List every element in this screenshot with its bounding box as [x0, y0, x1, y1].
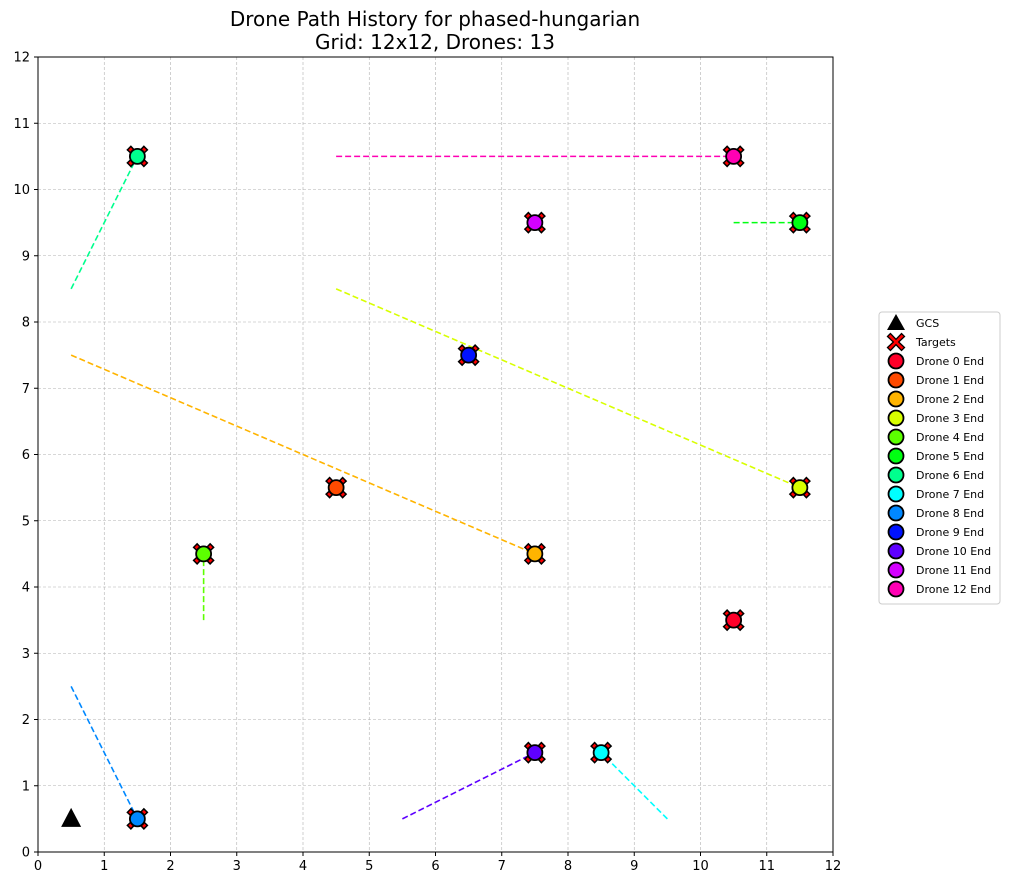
- legend-drone-marker: [887, 352, 905, 370]
- legend-label-drone: Drone 9 End: [916, 526, 984, 539]
- legend-drone-marker: [887, 390, 905, 408]
- gcs-marker: [61, 807, 82, 827]
- x-tick-label: 2: [166, 859, 174, 874]
- y-tick-label: 7: [22, 382, 30, 397]
- legend-label-drone: Drone 3 End: [916, 412, 984, 425]
- x-tick-label: 3: [233, 859, 241, 874]
- drone-path-line: [402, 751, 536, 820]
- legend-label-drone: Drone 11 End: [916, 564, 991, 577]
- drone-end-marker: [128, 810, 146, 828]
- y-tick-label: 8: [22, 316, 30, 331]
- y-tick-label: 0: [22, 846, 30, 861]
- legend-drone-marker: [887, 542, 905, 560]
- legend-drone-marker: [887, 371, 905, 389]
- drone-end-marker: [791, 479, 809, 497]
- legend-target-marker: [886, 332, 906, 352]
- drone-end-marker: [526, 214, 544, 232]
- y-tick-label: 5: [22, 514, 30, 529]
- y-tick-label: 9: [22, 249, 30, 264]
- x-tick-label: 12: [825, 859, 842, 874]
- x-tick-label: 4: [299, 859, 307, 874]
- y-tick-label: 12: [13, 51, 30, 66]
- legend-label-gcs: GCS: [916, 317, 939, 330]
- x-tick-label: 8: [564, 859, 572, 874]
- legend-label-drone: Drone 0 End: [916, 355, 984, 368]
- legend-drone-marker: [887, 428, 905, 446]
- legend-drone-marker: [887, 485, 905, 503]
- x-tick-label: 6: [431, 859, 439, 874]
- legend-label-drone: Drone 7 End: [916, 488, 984, 501]
- legend-label-drone: Drone 10 End: [916, 545, 991, 558]
- drone-path-line: [70, 354, 536, 555]
- grid-lines: [37, 56, 834, 853]
- drone-path-line: [70, 686, 139, 820]
- legend: GCS Targets Drone 0 End Drone 1 End Drone 2 …: [878, 311, 1001, 605]
- legend-label-drone: Drone 12 End: [916, 583, 991, 596]
- legend-label-drone: Drone 6 End: [916, 469, 984, 482]
- legend-drone-marker: [887, 466, 905, 484]
- gcs-layer: [61, 807, 82, 827]
- legend-drone-marker: [887, 447, 905, 465]
- drone-paths: [70, 155, 801, 820]
- legend-drone-marker: [887, 561, 905, 579]
- legend-label-drone: Drone 1 End: [916, 374, 984, 387]
- x-tick-label: 1: [100, 859, 108, 874]
- legend-drone-marker: [887, 523, 905, 541]
- drone-end-marker: [195, 545, 213, 563]
- y-tick-label: 3: [22, 647, 30, 662]
- legend-drone-marker: [887, 409, 905, 427]
- drone-end-marker: [526, 545, 544, 563]
- x-tick-label: 0: [34, 859, 42, 874]
- chart-title: Drone Path History for phased-hungarian: [230, 7, 640, 31]
- drone-end-marker: [592, 744, 610, 762]
- drone-end-marker: [725, 147, 743, 165]
- x-tick-label: 9: [630, 859, 638, 874]
- target-markers: [126, 145, 811, 830]
- drone-end-marker: [460, 346, 478, 364]
- legend-box: [878, 311, 1001, 605]
- legend-label-drone: Drone 2 End: [916, 393, 984, 406]
- drone-end-markers: [128, 147, 809, 828]
- y-tick-label: 1: [22, 779, 30, 794]
- legend-drone-marker: [887, 580, 905, 598]
- drone-end-marker: [327, 479, 345, 497]
- y-tick-label: 11: [13, 117, 30, 132]
- y-tick-label: 10: [13, 183, 30, 198]
- x-tick-label: 7: [498, 859, 506, 874]
- legend-label-drone: Drone 8 End: [916, 507, 984, 520]
- y-tick-label: 6: [22, 448, 30, 463]
- x-tick-label: 5: [365, 859, 373, 874]
- legend-label-drone: Drone 4 End: [916, 431, 984, 444]
- drone-path-line: [70, 156, 139, 290]
- legend-drone-marker: [887, 504, 905, 522]
- legend-gcs-marker: [887, 314, 905, 330]
- drone-end-marker: [526, 744, 544, 762]
- drone-end-marker: [128, 147, 146, 165]
- y-tick-label: 4: [22, 581, 30, 596]
- x-tick-label: 10: [692, 859, 709, 874]
- chart-subtitle: Grid: 12x12, Drones: 13: [315, 30, 555, 54]
- legend-label-targets: Targets: [915, 336, 956, 349]
- drone-end-marker: [725, 611, 743, 629]
- legend-label-drone: Drone 5 End: [916, 450, 984, 463]
- drone-path-line: [335, 288, 801, 489]
- y-tick-label: 2: [22, 713, 30, 728]
- x-tick-label: 11: [758, 859, 775, 874]
- drone-end-marker: [791, 214, 809, 232]
- drone-path-line: [600, 752, 668, 820]
